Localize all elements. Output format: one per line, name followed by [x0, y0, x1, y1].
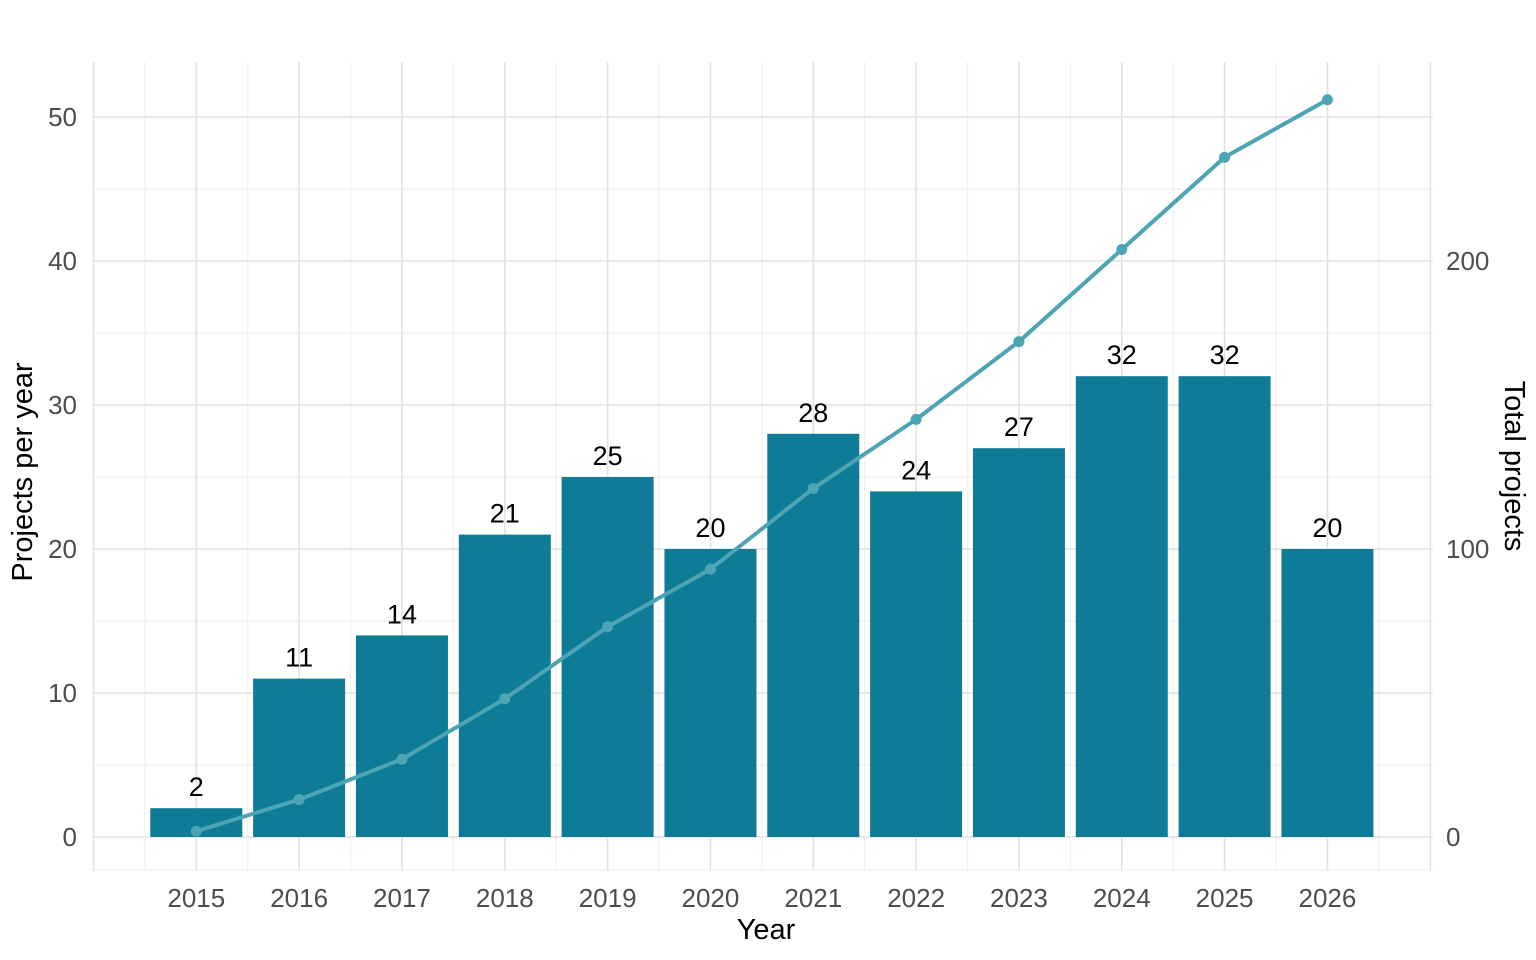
left-axis-tick-labels: 0 10 20 30 40 50 — [48, 102, 77, 852]
line-point — [704, 563, 716, 575]
left-axis-tick-label: 0 — [63, 822, 77, 852]
bar-value-label: 27 — [1004, 412, 1034, 442]
left-axis-tick-label: 40 — [48, 246, 77, 276]
line-point — [190, 825, 202, 837]
line-point — [910, 413, 922, 425]
x-axis-title: Year — [737, 914, 796, 946]
bar-value-label: 24 — [901, 455, 931, 485]
left-axis-tick-label: 20 — [48, 534, 77, 564]
line-point — [499, 693, 511, 705]
x-axis-tick-label: 2021 — [784, 883, 842, 913]
x-axis-tick-label: 2023 — [990, 883, 1048, 913]
bar-value-label: 2 — [189, 772, 204, 802]
bar — [253, 678, 346, 837]
x-axis-tick-labels: 2015 2016 2017 2018 2019 2020 2021 2022 2023 2024… — [167, 883, 1356, 913]
line-point — [1116, 243, 1128, 255]
right-axis-tick-label: 200 — [1446, 246, 1489, 276]
right-axis-tick-label: 0 — [1446, 822, 1460, 852]
line-point — [807, 483, 819, 495]
right-axis-title: Total projects — [1498, 381, 1530, 552]
grid-minor — [93, 62, 1433, 871]
x-axis-tick-label: 2018 — [476, 883, 534, 913]
x-axis-tick-label: 2025 — [1196, 883, 1254, 913]
bar-value-label: 21 — [490, 499, 520, 529]
bar-value-label: 14 — [387, 599, 417, 629]
x-axis-tick-label: 2015 — [167, 883, 225, 913]
x-axis-tick-label: 2022 — [887, 883, 945, 913]
right-axis-tick-labels: 0 100 200 — [1446, 246, 1489, 852]
x-axis-tick-label: 2016 — [270, 883, 328, 913]
line-point — [1013, 336, 1025, 348]
left-axis-title: Projects per year — [7, 362, 39, 582]
x-axis-tick-label: 2026 — [1299, 883, 1357, 913]
bar — [767, 433, 860, 837]
bar — [1075, 376, 1168, 837]
x-axis-tick-label: 2024 — [1093, 883, 1151, 913]
bar-value-label: 20 — [1312, 513, 1342, 543]
bars — [150, 376, 1374, 837]
line-point — [602, 621, 614, 633]
bar — [1178, 376, 1271, 837]
x-axis-tick-label: 2017 — [373, 883, 431, 913]
bar-value-label: 32 — [1107, 340, 1137, 370]
bar-value-label: 11 — [285, 643, 313, 673]
cumulative-line — [190, 94, 1333, 837]
total-projects-line — [194, 97, 1330, 834]
left-axis-tick-label: 50 — [48, 102, 77, 132]
bar-value-label: 20 — [695, 513, 725, 543]
line-point — [1321, 94, 1333, 106]
bar-value-label: 28 — [798, 398, 828, 428]
bar — [664, 549, 757, 837]
left-axis-tick-label: 10 — [48, 678, 77, 708]
bar — [870, 491, 963, 837]
right-axis-tick-label: 100 — [1446, 534, 1489, 564]
bar — [1281, 549, 1374, 837]
bar — [458, 534, 551, 837]
bar-value-label: 25 — [593, 441, 623, 471]
line-point — [293, 794, 305, 806]
x-axis-tick-label: 2019 — [579, 883, 637, 913]
bar-value-labels: 2 11 14 21 25 20 28 24 27 32 32 20 — [189, 340, 1343, 802]
line-point — [1219, 151, 1231, 163]
bar — [972, 448, 1065, 837]
left-axis-tick-label: 30 — [48, 390, 77, 420]
x-axis-tick-label: 2020 — [682, 883, 740, 913]
bar — [355, 635, 448, 837]
bar-value-label: 32 — [1210, 340, 1240, 370]
bar — [561, 477, 654, 837]
line-point — [396, 753, 408, 765]
